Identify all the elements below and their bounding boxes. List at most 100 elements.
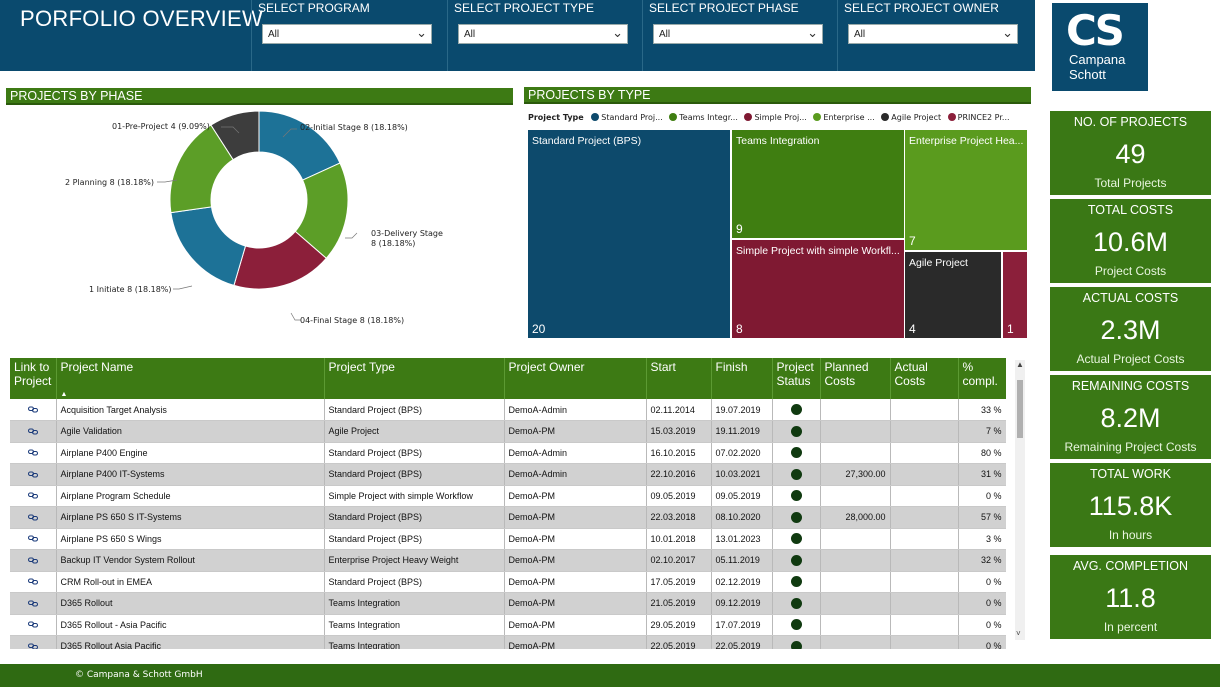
slice-planning[interactable] [169, 124, 234, 214]
legend-item-standard[interactable]: Standard Proj... [591, 113, 663, 122]
project-owner-dropdown[interactable]: All ⌄ [848, 24, 1018, 44]
link-cell[interactable] [10, 420, 57, 443]
link-icon[interactable] [27, 557, 38, 564]
scrollbar-thumb[interactable] [1017, 380, 1023, 438]
table-row[interactable]: Airplane P400 Engine Standard Project (BP… [10, 442, 1006, 464]
program-dropdown[interactable]: All ⌄ [262, 24, 432, 44]
link-icon[interactable] [27, 535, 38, 542]
table-row[interactable]: Airplane PS 650 S Wings Standard Project … [10, 528, 1006, 550]
legend-item-prince2[interactable]: PRINCE2 Pr... [947, 113, 1010, 122]
link-icon[interactable] [27, 514, 38, 521]
cell-project-type: Simple Project with simple Workflow [324, 485, 505, 507]
treemap-tile-enterprise[interactable]: Enterprise Project Hea... 7 [905, 130, 1027, 250]
legend-dot [591, 113, 600, 121]
project-type-slicer: SELECT PROJECT TYPE All ⌄ [447, 0, 641, 71]
table-row[interactable]: Backup IT Vendor System Rollout Enterpris… [10, 549, 1006, 572]
table-row[interactable]: Acquisition Target Analysis Standard Proj… [10, 399, 1006, 421]
link-icon[interactable] [27, 449, 38, 456]
cell-planned-costs [820, 528, 891, 550]
legend-item-teams[interactable]: Teams Integr... [669, 113, 738, 122]
cell-start: 22.10.2016 [646, 463, 712, 486]
cell-percent-complete: 0 % [958, 614, 1006, 636]
cell-planned-costs [820, 420, 891, 443]
table-row[interactable]: D365 Rollout Asia Pacific Teams Integrati… [10, 635, 1006, 649]
scroll-up-icon[interactable]: ▲ [1016, 360, 1024, 369]
cell-status [772, 506, 821, 529]
project-phase-dropdown[interactable]: All ⌄ [653, 24, 823, 44]
col-project-status[interactable]: Project Status [772, 358, 821, 399]
col-project-name[interactable]: Project Name ▲ [56, 358, 325, 399]
link-icon[interactable] [27, 600, 38, 607]
kpi-subtitle: Total Projects [1094, 176, 1167, 190]
company-logo: CS Campana Schott [1052, 3, 1148, 91]
link-icon[interactable] [27, 578, 38, 585]
kpi-title: AVG. COMPLETION [1072, 559, 1189, 573]
link-cell[interactable] [10, 528, 57, 550]
link-icon[interactable] [27, 406, 38, 413]
legend-item-agile[interactable]: Agile Project [881, 113, 941, 122]
kpi-title: ACTUAL COSTS [1082, 291, 1179, 305]
table-row[interactable]: CRM Roll-out in EMEA Standard Project (BP… [10, 571, 1006, 593]
link-cell[interactable] [10, 506, 57, 529]
table-row[interactable]: Agile Validation Agile Project DemoA-PM 15.… [10, 420, 1006, 443]
cell-actual-costs [890, 420, 959, 443]
cell-project-type: Teams Integration [324, 635, 505, 649]
table-row[interactable]: Airplane Program Schedule Simple Project … [10, 485, 1006, 507]
cell-planned-costs [820, 614, 891, 636]
treemap-tile-standard[interactable]: Standard Project (BPS) 20 [528, 130, 730, 338]
treemap-tile-agile[interactable]: Agile Project 4 [905, 252, 1001, 338]
cell-planned-costs: 28,000.00 [820, 506, 891, 529]
table-row[interactable]: D365 Rollout Teams Integration DemoA-PM 21.… [10, 592, 1006, 615]
legend-title: Project Type [528, 113, 584, 122]
col-percent-complete[interactable]: % compl. [958, 358, 1006, 399]
page-title: PORFOLIO OVERVIEW [20, 6, 264, 31]
link-icon[interactable] [27, 428, 38, 435]
kpi-title: TOTAL WORK [1089, 467, 1172, 481]
link-cell[interactable] [10, 571, 57, 593]
cell-finish: 07.02.2020 [711, 442, 773, 464]
table-row[interactable]: Airplane P400 IT-Systems Standard Project… [10, 463, 1006, 486]
link-icon[interactable] [27, 621, 38, 628]
projects-table: Link to Project Project Name ▲ Project Ty… [10, 358, 1006, 649]
link-cell[interactable] [10, 399, 57, 421]
legend-dot [881, 113, 890, 121]
col-actual-costs[interactable]: Actual Costs [890, 358, 959, 399]
link-icon[interactable] [27, 471, 38, 478]
link-cell[interactable] [10, 463, 57, 486]
link-cell[interactable] [10, 485, 57, 507]
treemap-tile-simple[interactable]: Simple Project with simple Workfl... 8 [732, 240, 904, 338]
col-start[interactable]: Start [646, 358, 712, 399]
slice-initiate[interactable] [170, 206, 247, 287]
col-planned-costs[interactable]: Planned Costs [820, 358, 891, 399]
status-indicator-icon [790, 425, 802, 437]
status-indicator-icon [790, 468, 802, 480]
col-project-owner[interactable]: Project Owner [504, 358, 647, 399]
col-finish[interactable]: Finish [711, 358, 773, 399]
cell-percent-complete: 0 % [958, 635, 1006, 649]
treemap-tile-teams[interactable]: Teams Integration 9 [732, 130, 904, 238]
legend-item-simple[interactable]: Simple Proj... [744, 113, 807, 122]
cell-project-type: Agile Project [324, 420, 505, 443]
link-cell[interactable] [10, 592, 57, 615]
scroll-down-icon[interactable]: ˅ [1016, 629, 1021, 638]
project-type-dropdown[interactable]: All ⌄ [458, 24, 628, 44]
link-icon[interactable] [27, 643, 38, 649]
link-cell[interactable] [10, 442, 57, 464]
kpi-subtitle: In percent [1103, 620, 1158, 634]
legend-item-enterprise[interactable]: Enterprise ... [813, 113, 875, 122]
table-scrollbar[interactable]: ▲ ˅ [1015, 360, 1025, 640]
label-planning: 2 Planning 8 (18.18%) [65, 178, 154, 187]
cell-project-name: Agile Validation [56, 420, 325, 443]
col-link-to-project[interactable]: Link to Project [10, 358, 57, 399]
table-row[interactable]: Airplane PS 650 S IT-Systems Standard Pro… [10, 506, 1006, 529]
phase-chart-title: PROJECTS BY PHASE [6, 88, 513, 105]
link-icon[interactable] [27, 492, 38, 499]
treemap-tile-prince2[interactable]: 1 [1003, 252, 1027, 338]
cell-project-owner: DemoA-Admin [504, 399, 647, 421]
link-cell[interactable] [10, 635, 57, 649]
link-cell[interactable] [10, 549, 57, 572]
table-row[interactable]: D365 Rollout - Asia Pacific Teams Integra… [10, 614, 1006, 636]
project-owner-dropdown-value: All [854, 29, 866, 40]
col-project-type[interactable]: Project Type [324, 358, 505, 399]
link-cell[interactable] [10, 614, 57, 636]
